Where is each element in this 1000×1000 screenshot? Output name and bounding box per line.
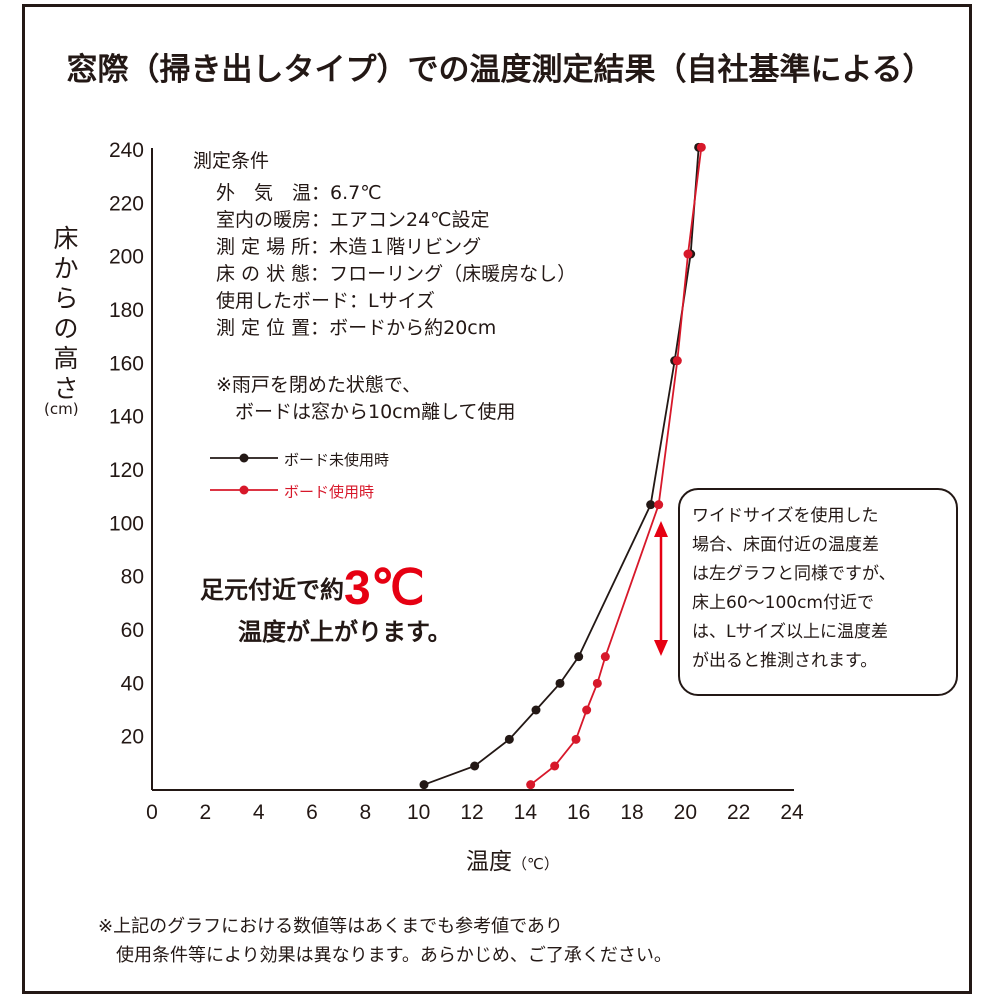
footer-line-2: 使用条件等により効果は異なります。あらかじめ、ご了承ください。 xyxy=(98,945,672,966)
condition-position: 測 定 位 置：ボードから約20cm xyxy=(216,317,497,339)
side-note-line: が出ると推測されます。 xyxy=(692,651,878,671)
y-tick-label: 120 xyxy=(109,459,144,482)
x-tick-label: 20 xyxy=(674,801,697,824)
x-tick-label: 2 xyxy=(199,801,211,824)
x-axis-label-text: 温度 xyxy=(466,849,512,875)
x-axis-unit: （℃） xyxy=(512,855,559,873)
y-axis-label: 床からの高さ xyxy=(50,224,82,404)
series-2-point xyxy=(592,678,602,688)
series-1-point xyxy=(574,652,584,662)
series-2-point xyxy=(696,142,706,152)
x-tick-label: 6 xyxy=(306,801,318,824)
x-tick-label: 8 xyxy=(359,801,371,824)
callout-big-value: 3℃ xyxy=(344,562,425,615)
conditions-note: ※雨戸を閉めた状態で、 ボードは窓から10cm離して使用 xyxy=(216,372,516,426)
series-2-point xyxy=(526,780,536,790)
chart-series xyxy=(419,142,706,790)
condition-outdoor-temp: 外 気 温：6.7℃ xyxy=(216,182,382,204)
conditions-note-line-2: ボードは窓から10cm離して使用 xyxy=(216,401,516,423)
y-axis-label-char: 床 xyxy=(53,224,79,253)
x-tick-label: 24 xyxy=(780,801,804,824)
conditions-note-line-1: ※雨戸を閉めた状態で、 xyxy=(216,374,422,396)
series-line-2 xyxy=(530,147,703,786)
condition-heating: 室内の暖房：エアコン24℃設定 xyxy=(216,209,490,231)
series-2-point xyxy=(550,761,560,771)
callout-line-1: 足元付近で約3℃ xyxy=(200,560,452,616)
chart-ticks: 0 2 4 6 8 10 12 14 16 18 20 22 242040608010012014016… xyxy=(109,139,804,824)
x-tick-label: 18 xyxy=(620,801,643,824)
series-1-point xyxy=(470,761,480,771)
side-note-line: 場合、床面付近の温度差 xyxy=(692,535,879,555)
footer-line-1: ※上記のグラフにおける数値等はあくまでも参考値であり xyxy=(98,916,563,937)
legend-label-no-board: ボード未使用時 xyxy=(284,451,390,469)
x-tick-label: 16 xyxy=(567,801,590,824)
y-axis-label-char: の xyxy=(53,314,79,343)
x-tick-label: 14 xyxy=(514,801,538,824)
x-tick-label: 0 xyxy=(146,801,158,824)
series-2-point xyxy=(654,500,664,510)
y-axis-label-char: 高 xyxy=(53,344,79,373)
series-2-point xyxy=(672,356,682,366)
series-1-point xyxy=(504,734,514,744)
arrow-head-up xyxy=(654,521,668,537)
series-1-point xyxy=(555,678,565,688)
chart-legend xyxy=(210,453,278,495)
series-2-point xyxy=(683,249,693,259)
y-axis-label-char: か xyxy=(53,254,79,283)
series-1-point xyxy=(646,500,656,510)
conditions-list: 外 気 温：6.7℃ 室内の暖房：エアコン24℃設定 測 定 場 所：木造１階リ… xyxy=(216,180,576,342)
y-tick-label: 140 xyxy=(109,406,144,429)
series-2-point xyxy=(582,705,592,715)
y-tick-label: 180 xyxy=(109,299,144,322)
x-axis-label: 温度（℃） xyxy=(466,842,559,876)
y-tick-label: 20 xyxy=(121,726,144,749)
series-1-point xyxy=(419,780,429,790)
y-tick-label: 40 xyxy=(121,672,144,695)
side-note-line: ワイドサイズを使用した xyxy=(692,506,879,526)
y-tick-label: 100 xyxy=(109,512,144,535)
callout-pre: 足元付近で約 xyxy=(200,576,344,604)
y-tick-label: 80 xyxy=(121,566,144,589)
y-tick-label: 160 xyxy=(109,352,144,375)
callout-text: 足元付近で約3℃ 温度が上がります。 xyxy=(200,560,452,647)
legend-label-with-board: ボード使用時 xyxy=(284,483,375,501)
condition-board: 使用したボード：Lサイズ xyxy=(216,290,436,312)
condition-location: 測 定 場 所：木造１階リビング xyxy=(216,236,482,258)
legend-marker-1 xyxy=(239,453,249,463)
x-tick-label: 12 xyxy=(460,801,483,824)
side-note-line: は左グラフと同様ですが、 xyxy=(692,564,896,584)
difference-arrow xyxy=(654,521,668,656)
arrow-head-down xyxy=(654,640,668,656)
series-1-point xyxy=(531,705,541,715)
x-tick-label: 4 xyxy=(253,801,265,824)
y-tick-label: 60 xyxy=(121,619,144,642)
series-2-point xyxy=(571,734,581,744)
x-tick-label: 10 xyxy=(407,801,430,824)
y-tick-label: 200 xyxy=(109,246,144,269)
y-axis-label-char: さ xyxy=(53,374,79,403)
callout-line-2: 温度が上がります。 xyxy=(238,618,452,646)
footer-note: ※上記のグラフにおける数値等はあくまでも参考値であり 使用条件等により効果は異な… xyxy=(98,912,672,970)
chart-axes xyxy=(151,148,794,791)
figure-frame xyxy=(22,4,972,994)
y-axis-label-char: ら xyxy=(53,284,79,313)
y-axis-unit: (cm) xyxy=(44,400,79,418)
x-tick-label: 22 xyxy=(727,801,750,824)
chart-title: 窓際（掃き出しタイプ）での温度測定結果（自社基準による） xyxy=(66,52,934,88)
y-tick-label: 240 xyxy=(109,139,144,162)
condition-floor: 床 の 状 態：フローリング（床暖房なし） xyxy=(216,263,577,285)
side-note-box: ワイドサイズを使用した 場合、床面付近の温度差 は左グラフと同様ですが、 床上6… xyxy=(678,488,958,696)
legend-marker-2 xyxy=(239,485,249,495)
side-note-line: 床上60～100cm付近で xyxy=(692,593,874,613)
side-note-line: は、Lサイズ以上に温度差 xyxy=(692,622,888,642)
conditions-heading: 測定条件 xyxy=(193,150,270,172)
series-2-point xyxy=(600,652,610,662)
y-tick-label: 220 xyxy=(109,192,144,215)
